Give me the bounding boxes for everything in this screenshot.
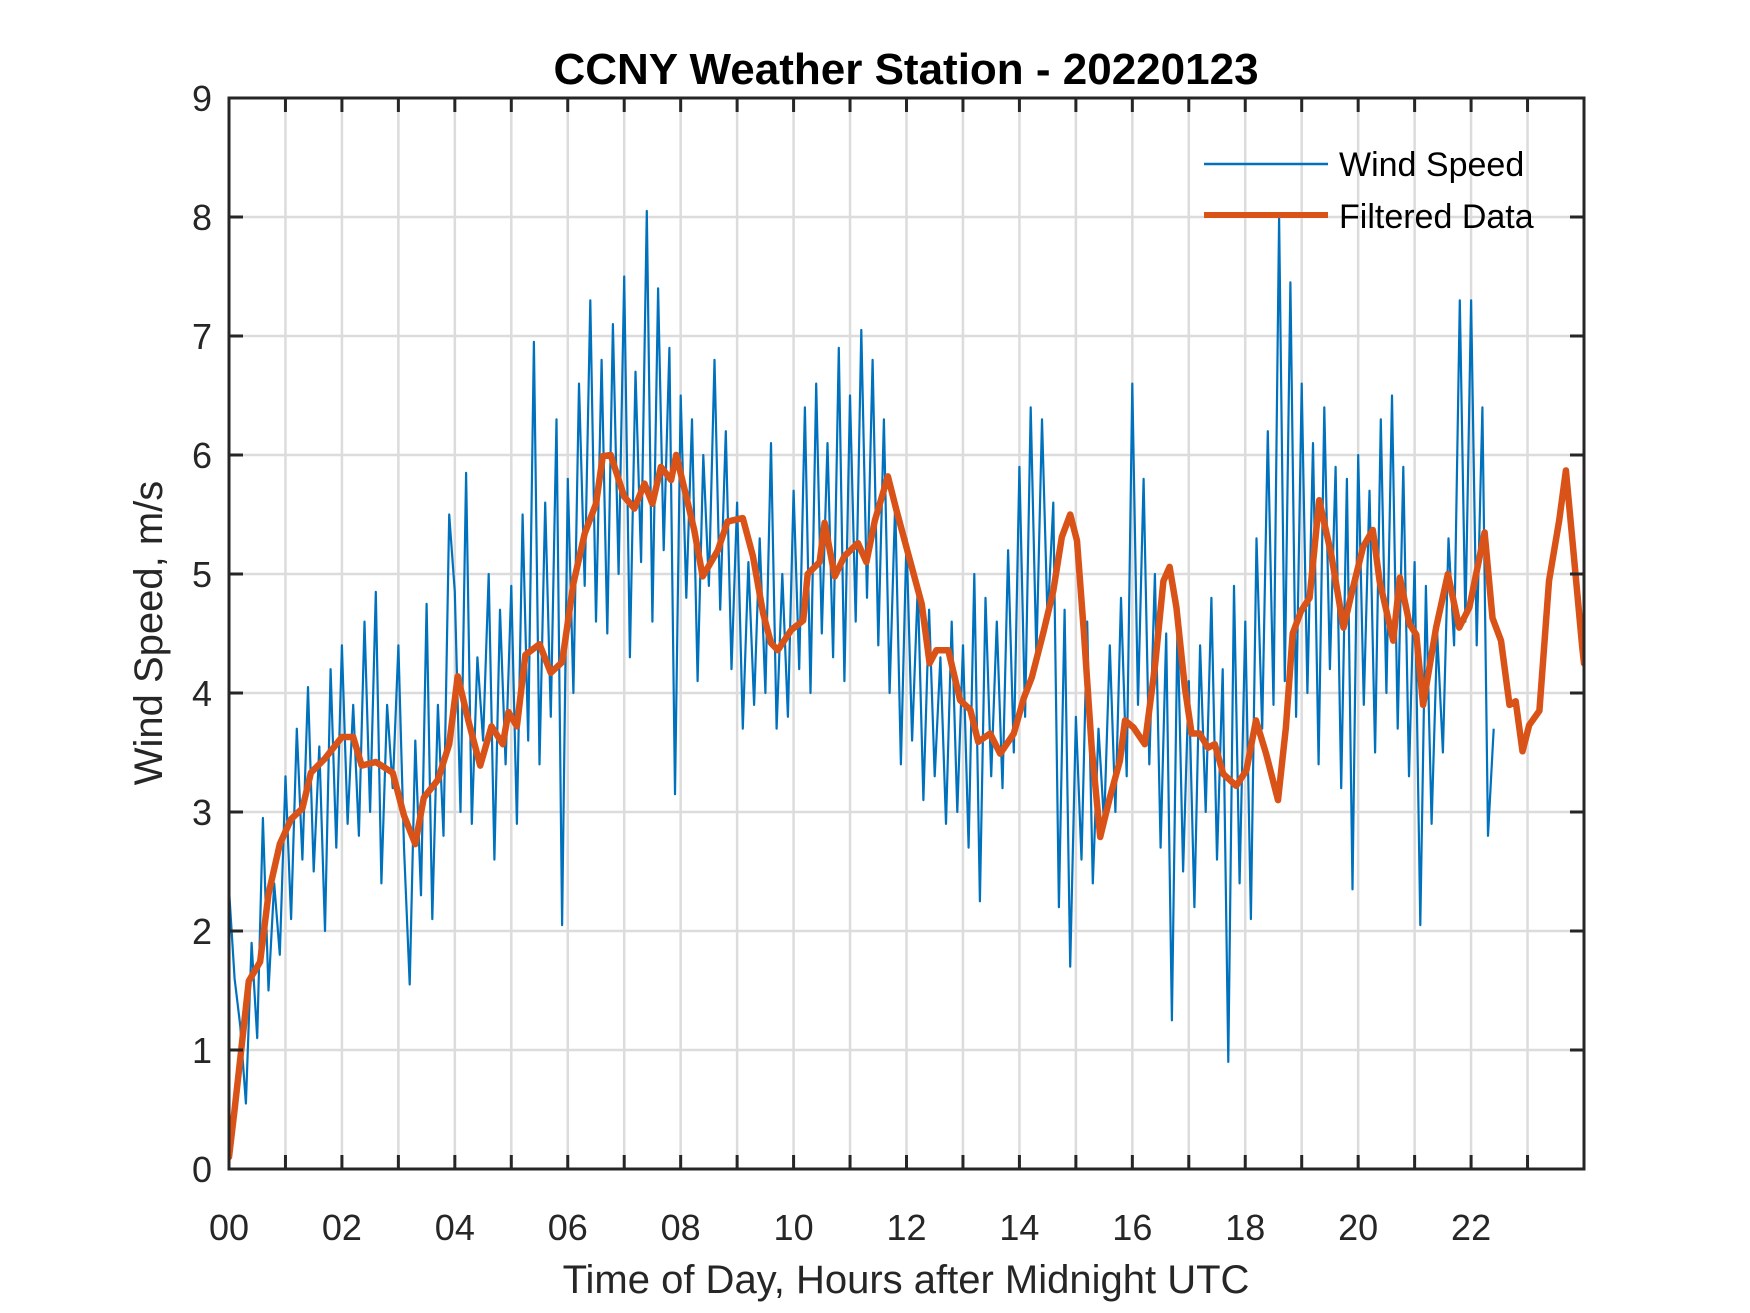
y-tick-label: 3: [192, 792, 212, 833]
x-tick-label: 08: [661, 1207, 701, 1248]
x-axis-label: Time of Day, Hours after Midnight UTC: [563, 1258, 1250, 1302]
x-tick-label: 20: [1338, 1207, 1378, 1248]
x-tick-label: 10: [774, 1207, 814, 1248]
y-tick-label: 2: [192, 911, 212, 952]
series-line-filtered-data: [229, 451, 1584, 1161]
y-axis-label: Wind Speed, m/s: [127, 481, 171, 786]
y-tick-label: 7: [192, 316, 212, 357]
legend-label-filtered-data: Filtered Data: [1339, 198, 1534, 236]
y-tick-label: 5: [192, 554, 212, 595]
axes: [227, 96, 1586, 1171]
legend-label-wind-speed: Wind Speed: [1339, 146, 1524, 184]
x-tick-label: 18: [1225, 1207, 1265, 1248]
x-tick-label: 16: [1112, 1207, 1152, 1248]
x-tick-label: 12: [886, 1207, 926, 1248]
x-tick-label: 02: [322, 1207, 362, 1248]
x-tick-label: 06: [548, 1207, 588, 1248]
grid: [229, 98, 1584, 1169]
x-tick-label: 14: [999, 1207, 1039, 1248]
y-tick-label: 6: [192, 435, 212, 476]
y-tick-label: 0: [192, 1149, 212, 1190]
x-tick-label: 00: [209, 1207, 249, 1248]
y-tick-label: 9: [192, 78, 212, 119]
y-tick-label: 4: [192, 673, 212, 714]
y-tick-label: 8: [192, 197, 212, 238]
x-tick-label: 22: [1451, 1207, 1491, 1248]
series-line-wind-speed: [229, 209, 1495, 1105]
x-tick-label: 04: [435, 1207, 475, 1248]
legend: Wind Speed Filtered Data: [1204, 146, 1534, 236]
y-tick-label: 1: [192, 1030, 212, 1071]
chart-title: CCNY Weather Station - 20220123: [553, 45, 1258, 94]
series-layer: [229, 209, 1584, 1161]
